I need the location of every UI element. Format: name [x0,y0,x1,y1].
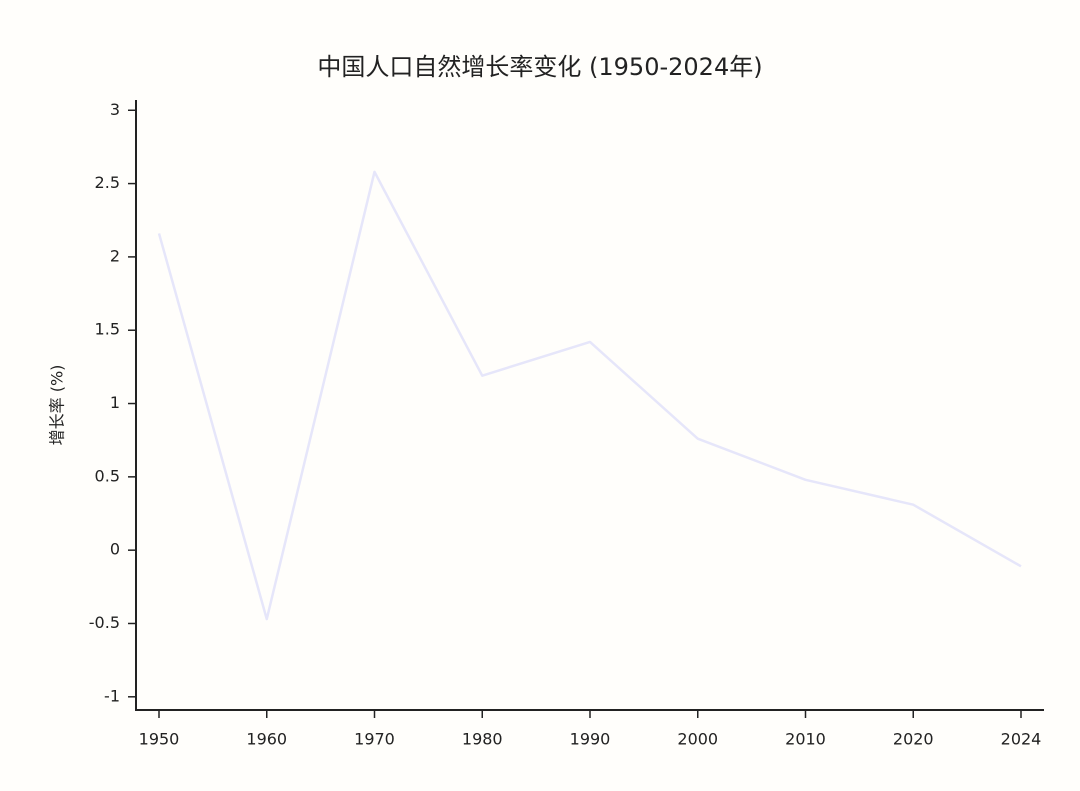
y-tick-label: 3 [110,100,120,119]
y-tick-label: 2.5 [95,173,120,192]
y-tick-label: 1 [110,393,120,412]
y-tick-label: 0.5 [95,466,120,485]
x-tick-label: 2000 [677,730,718,749]
y-tick-label: -0.5 [89,613,120,632]
x-tick-label: 1950 [139,730,180,749]
x-tick-label: 1990 [570,730,611,749]
y-tick-label: 2 [110,246,120,265]
x-tick-label: 2010 [785,730,826,749]
chart-title: 中国人口自然增长率变化 (1950-2024年) [317,53,762,81]
y-tick-label: -1 [104,686,120,705]
x-tick-label: 2024 [1001,730,1042,749]
x-tick-label: 1980 [462,730,503,749]
x-tick-label: 2020 [893,730,934,749]
x-tick-label: 1960 [246,730,287,749]
y-tick-label: 1.5 [95,320,120,339]
y-tick-label: 0 [110,540,120,559]
y-axis-label: 增长率 (%) [48,365,67,446]
x-tick-label: 1970 [354,730,395,749]
data-line [157,170,1022,621]
